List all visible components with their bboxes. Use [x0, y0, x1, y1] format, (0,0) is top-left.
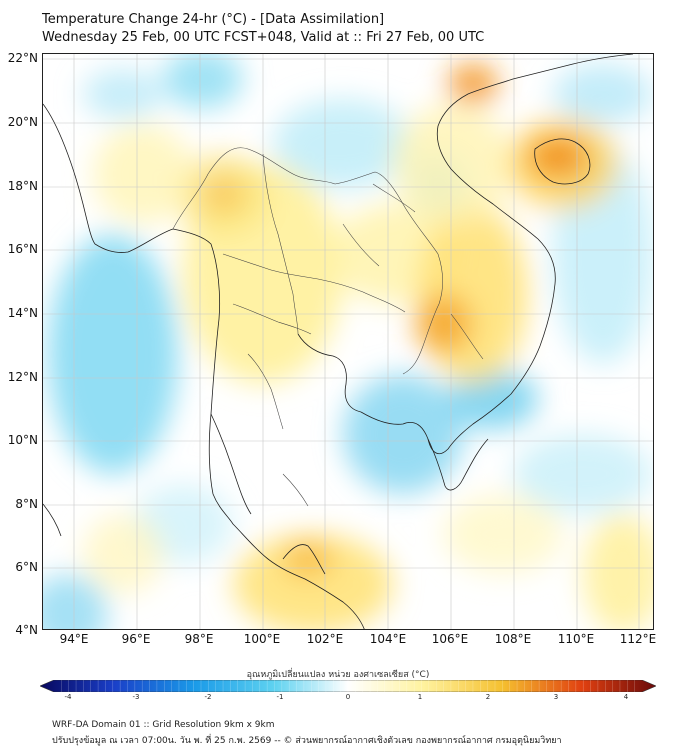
colorbar-title: อุณหภูมิเปลี่ยนแปลง หน่วย องศาเซลเซียส (… — [246, 670, 430, 680]
lat-label-10n: 10°N — [7, 433, 38, 447]
lon-label-108e: 108°E — [494, 632, 532, 646]
colorbar-tick: 4 — [623, 693, 629, 701]
lat-label-18n: 18°N — [7, 179, 38, 193]
colorbar-tick: -1 — [276, 693, 284, 701]
temperature-field-map — [43, 54, 653, 629]
lon-label-102e: 102°E — [306, 632, 344, 646]
lat-label-8n: 8°N — [15, 497, 38, 511]
lon-label-112e: 112°E — [619, 632, 657, 646]
colorbar-tick: -4 — [64, 693, 72, 701]
map-title: Temperature Change 24-hr (°C) - [Data As… — [42, 12, 385, 27]
lat-label-22n: 22°N — [7, 51, 38, 65]
lat-label-20n: 20°N — [7, 115, 38, 129]
colorbar — [40, 680, 656, 692]
colorbar-tick: -2 — [204, 693, 212, 701]
colorbar-tick: 1 — [417, 693, 423, 701]
copyright-note: ปรับปรุงข้อมูล ณ เวลา 07:00น. วัน พ. ที่… — [52, 736, 562, 746]
temperature-anomaly-field — [43, 54, 653, 629]
lon-label-94e: 94°E — [59, 632, 89, 646]
colorbar-tick: 3 — [553, 693, 559, 701]
lon-label-98e: 98°E — [184, 632, 214, 646]
map-subtitle: Wednesday 25 Feb, 00 UTC FCST+048, Valid… — [42, 30, 485, 45]
lat-label-14n: 14°N — [7, 306, 38, 320]
coastlines — [43, 54, 634, 629]
map-panel — [42, 53, 654, 630]
lat-label-6n: 6°N — [15, 560, 38, 574]
lat-label-4n: 4°N — [15, 623, 38, 637]
lon-label-104e: 104°E — [369, 632, 407, 646]
colorbar-tick: 2 — [485, 693, 491, 701]
lon-label-96e: 96°E — [121, 632, 151, 646]
model-info: WRF-DA Domain 01 :: Grid Resolution 9km … — [52, 720, 275, 730]
lat-label-16n: 16°N — [7, 242, 38, 256]
graticule — [43, 54, 653, 629]
lon-label-100e: 100°E — [243, 632, 281, 646]
lon-label-110e: 110°E — [557, 632, 595, 646]
colorbar-tick: -3 — [132, 693, 140, 701]
admin-borders — [172, 147, 484, 507]
lon-label-106e: 106°E — [431, 632, 469, 646]
lat-label-12n: 12°N — [7, 370, 38, 384]
colorbar-tick: 0 — [345, 693, 351, 701]
